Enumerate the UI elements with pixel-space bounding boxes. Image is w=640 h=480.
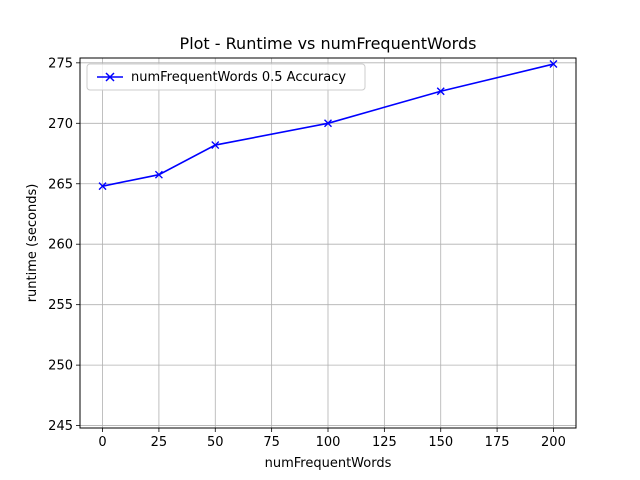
legend-label: numFrequentWords 0.5 Accuracy bbox=[131, 70, 346, 85]
chart-title: Plot - Runtime vs numFrequentWords bbox=[180, 34, 477, 53]
data-point-marker bbox=[436, 87, 445, 96]
x-tick-label: 175 bbox=[485, 435, 510, 450]
x-tick-label: 75 bbox=[263, 435, 280, 450]
legend-box bbox=[86, 63, 366, 91]
data-point-marker bbox=[98, 182, 107, 191]
y-tick-label: 275 bbox=[48, 56, 73, 71]
axis-ticks: 0 25 50 75 100 125 150 175 200 245 250 255 260 265 270… bbox=[48, 56, 566, 450]
x-tick-label: 150 bbox=[428, 435, 453, 450]
y-tick-label: 265 bbox=[48, 177, 73, 192]
legend-marker-x-icon bbox=[105, 72, 115, 82]
x-tick-label: 125 bbox=[372, 435, 397, 450]
x-axis-label: numFrequentWords bbox=[265, 456, 392, 471]
x-tick-label: 0 bbox=[98, 435, 106, 450]
y-tick-label: 250 bbox=[48, 359, 73, 374]
data-point-marker bbox=[549, 60, 558, 69]
x-tick-label: 25 bbox=[151, 435, 168, 450]
data-point-marker bbox=[154, 170, 163, 179]
y-tick-label: 245 bbox=[48, 419, 73, 434]
x-tick-label: 100 bbox=[316, 435, 341, 450]
y-axis-label: runtime (seconds) bbox=[25, 184, 40, 303]
series-line bbox=[102, 63, 554, 187]
data-point-marker bbox=[211, 141, 220, 150]
x-tick-label: 50 bbox=[207, 435, 224, 450]
y-tick-label: 260 bbox=[48, 238, 73, 253]
x-tick-label: 200 bbox=[541, 435, 566, 450]
legend: numFrequentWords 0.5 Accuracy bbox=[86, 63, 366, 91]
series-layer bbox=[98, 60, 558, 191]
data-point-marker bbox=[324, 119, 332, 128]
y-tick-label: 255 bbox=[48, 298, 73, 313]
y-tick-label: 270 bbox=[48, 117, 73, 132]
